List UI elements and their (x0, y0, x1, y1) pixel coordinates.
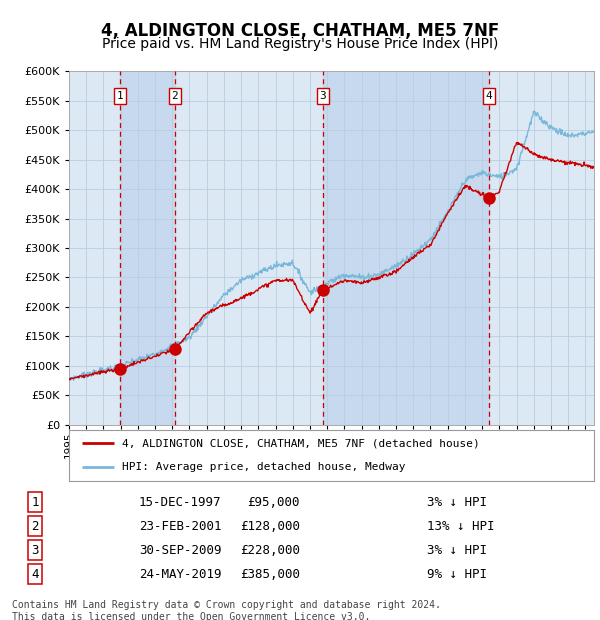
Text: 2: 2 (31, 520, 39, 533)
Text: 4, ALDINGTON CLOSE, CHATHAM, ME5 7NF (detached house): 4, ALDINGTON CLOSE, CHATHAM, ME5 7NF (de… (121, 438, 479, 448)
Bar (120, 71, 175, 425)
Text: 9% ↓ HPI: 9% ↓ HPI (427, 567, 487, 580)
Text: 3% ↓ HPI: 3% ↓ HPI (427, 544, 487, 557)
Text: 3: 3 (320, 91, 326, 101)
Text: 1: 1 (31, 496, 39, 509)
Text: £95,000: £95,000 (248, 496, 300, 509)
Text: HPI: Average price, detached house, Medway: HPI: Average price, detached house, Medw… (121, 462, 405, 472)
Text: Contains HM Land Registry data © Crown copyright and database right 2024.
This d: Contains HM Land Registry data © Crown c… (12, 600, 441, 620)
Text: 1: 1 (116, 91, 124, 101)
Text: 30-SEP-2009: 30-SEP-2009 (139, 544, 221, 557)
Text: £385,000: £385,000 (240, 567, 300, 580)
Text: 23-FEB-2001: 23-FEB-2001 (139, 520, 221, 533)
Text: 3% ↓ HPI: 3% ↓ HPI (427, 496, 487, 509)
Text: 15-DEC-1997: 15-DEC-1997 (139, 496, 221, 509)
Text: 4: 4 (31, 567, 39, 580)
Text: 13% ↓ HPI: 13% ↓ HPI (427, 520, 494, 533)
Text: 24-MAY-2019: 24-MAY-2019 (139, 567, 221, 580)
Text: 4: 4 (485, 91, 492, 101)
Text: 4, ALDINGTON CLOSE, CHATHAM, ME5 7NF: 4, ALDINGTON CLOSE, CHATHAM, ME5 7NF (101, 22, 499, 40)
Text: 2: 2 (172, 91, 178, 101)
Text: 3: 3 (31, 544, 39, 557)
Text: £128,000: £128,000 (240, 520, 300, 533)
Bar (323, 71, 489, 425)
Text: £228,000: £228,000 (240, 544, 300, 557)
Text: Price paid vs. HM Land Registry's House Price Index (HPI): Price paid vs. HM Land Registry's House … (102, 37, 498, 51)
